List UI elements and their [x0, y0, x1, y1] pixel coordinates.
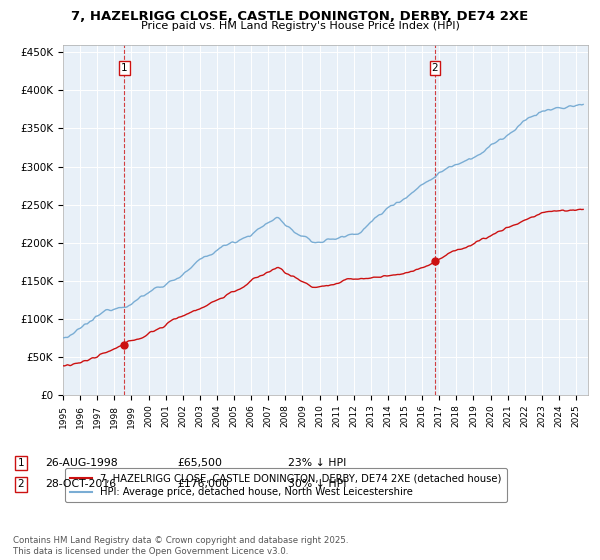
Text: Price paid vs. HM Land Registry's House Price Index (HPI): Price paid vs. HM Land Registry's House …	[140, 21, 460, 31]
Text: 1: 1	[17, 458, 25, 468]
Text: 7, HAZELRIGG CLOSE, CASTLE DONINGTON, DERBY, DE74 2XE: 7, HAZELRIGG CLOSE, CASTLE DONINGTON, DE…	[71, 10, 529, 23]
Text: 1: 1	[121, 63, 128, 73]
Text: 2: 2	[17, 479, 25, 489]
Legend: 7, HAZELRIGG CLOSE, CASTLE DONINGTON, DERBY, DE74 2XE (detached house), HPI: Ave: 7, HAZELRIGG CLOSE, CASTLE DONINGTON, DE…	[65, 468, 507, 502]
Text: 2: 2	[431, 63, 438, 73]
Text: 28-OCT-2016: 28-OCT-2016	[45, 479, 116, 489]
Text: 30% ↓ HPI: 30% ↓ HPI	[288, 479, 347, 489]
Text: £65,500: £65,500	[177, 458, 222, 468]
Text: 26-AUG-1998: 26-AUG-1998	[45, 458, 118, 468]
Text: Contains HM Land Registry data © Crown copyright and database right 2025.
This d: Contains HM Land Registry data © Crown c…	[13, 536, 349, 556]
Text: £176,000: £176,000	[177, 479, 229, 489]
Text: 23% ↓ HPI: 23% ↓ HPI	[288, 458, 346, 468]
